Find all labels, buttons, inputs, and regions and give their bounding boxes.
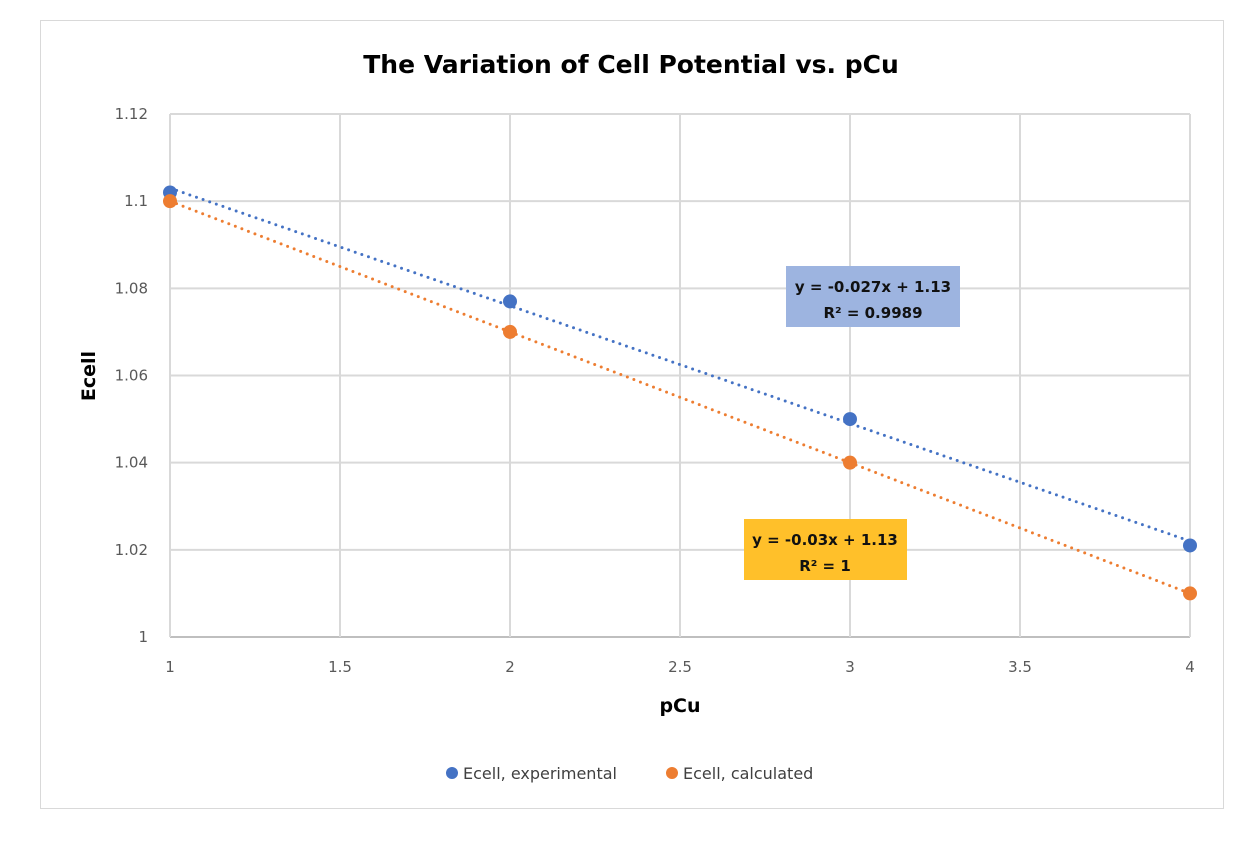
legend: Ecell, experimental Ecell, calculated xyxy=(446,764,813,783)
x-tick-label: 3 xyxy=(845,658,855,676)
y-tick-label: 1.08 xyxy=(115,279,148,297)
data-point-experimental xyxy=(843,412,857,427)
y-tick-label: 1.1 xyxy=(124,192,148,210)
legend-label-experimental: Ecell, experimental xyxy=(463,764,617,783)
y-tick-label: 1.04 xyxy=(115,454,148,472)
legend-marker-calculated xyxy=(666,767,678,779)
x-tick-label: 1 xyxy=(165,658,175,676)
x-axis-label: pCu xyxy=(659,695,700,717)
x-tick-label: 2 xyxy=(505,658,515,676)
data-point-calculated xyxy=(1183,586,1197,601)
y-tick-label: 1 xyxy=(138,628,148,646)
data-point-experimental xyxy=(1183,538,1197,553)
y-tick-label: 1.06 xyxy=(115,367,148,385)
trendline-label-experimental: y = -0.027x + 1.13 R² = 0.9989 xyxy=(786,266,960,327)
trendline-equation-calculated: y = -0.03x + 1.13 xyxy=(752,531,898,549)
trendline-r2-experimental: R² = 0.9989 xyxy=(823,304,922,322)
data-point-experimental xyxy=(503,294,517,309)
x-axis-ticks: 1 1.5 2 2.5 3 3.5 4 xyxy=(165,658,1195,676)
data-point-calculated xyxy=(503,324,517,339)
trendline-label-bg-experimental xyxy=(786,266,960,327)
x-tick-label: 4 xyxy=(1185,658,1195,676)
x-tick-label: 1.5 xyxy=(328,658,352,676)
chart-area-border xyxy=(40,20,1224,809)
legend-label-calculated: Ecell, calculated xyxy=(683,764,813,783)
trendline-experimental xyxy=(168,186,1192,543)
trendline-r2-calculated: R² = 1 xyxy=(799,557,851,575)
chart-title: The Variation of Cell Potential vs. pCu xyxy=(363,50,899,79)
x-tick-label: 2.5 xyxy=(668,658,692,676)
x-tick-label: 3.5 xyxy=(1008,658,1032,676)
trendlines xyxy=(168,186,1192,595)
trendline-label-bg-calculated xyxy=(744,519,907,580)
y-tick-label: 1.12 xyxy=(115,105,148,123)
data-points xyxy=(163,185,1197,601)
data-point-calculated xyxy=(163,194,177,209)
trendline-calculated xyxy=(168,199,1192,595)
trendline-label-calculated: y = -0.03x + 1.13 R² = 1 xyxy=(744,519,907,580)
y-axis-ticks: 1 1.02 1.04 1.06 1.08 1.1 1.12 xyxy=(115,105,148,646)
y-axis-label: Ecell xyxy=(78,351,100,401)
data-point-calculated xyxy=(843,455,857,470)
trendline-equation-experimental: y = -0.027x + 1.13 xyxy=(795,278,951,296)
y-tick-label: 1.02 xyxy=(115,541,148,559)
legend-marker-experimental xyxy=(446,767,458,779)
